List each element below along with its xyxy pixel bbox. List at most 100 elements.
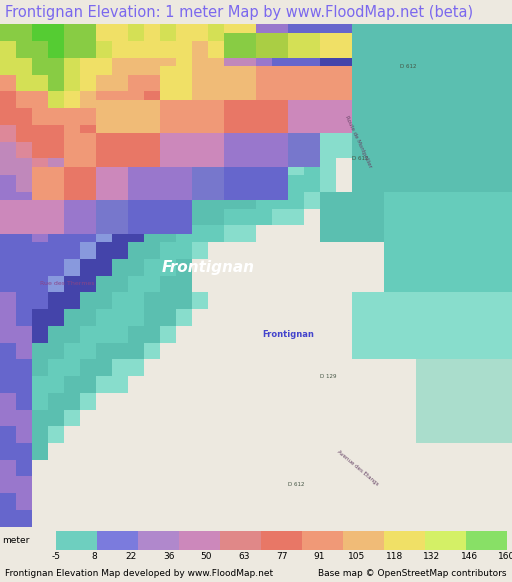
Bar [256,91,272,108]
Bar [336,41,352,58]
Bar [208,326,224,343]
Bar [336,141,352,158]
Bar [464,24,480,41]
Bar [448,108,464,125]
Bar [144,208,160,225]
Bar [480,125,496,141]
Bar [80,292,96,309]
Bar [400,141,416,158]
Bar [96,343,112,359]
Text: 63: 63 [238,552,250,561]
Bar [32,158,48,175]
Bar [208,276,224,292]
Bar [176,208,192,225]
Bar [192,58,208,74]
Bar [80,91,96,108]
Bar [128,292,144,309]
Bar [352,208,368,225]
Bar [32,175,48,192]
Bar [16,41,32,58]
Bar [432,393,448,410]
Bar [128,91,144,108]
Bar [112,175,128,192]
Bar [384,393,400,410]
Bar [288,66,320,100]
Text: D 612: D 612 [288,482,305,487]
Bar [240,41,256,58]
Bar [416,192,432,208]
Bar [160,493,176,510]
Bar [160,108,176,125]
Bar [96,292,112,309]
Bar [496,175,512,192]
Bar [288,125,304,141]
Bar [384,141,400,158]
Bar [0,493,16,510]
Bar [112,192,128,208]
Bar [320,192,336,208]
Bar [448,175,464,192]
Bar [144,393,160,410]
Bar [480,410,496,426]
Bar [464,376,480,393]
Bar [336,74,352,91]
Bar [64,477,80,493]
Bar [224,41,240,58]
Bar [448,359,464,376]
Bar [192,66,224,100]
Bar [400,108,416,125]
Bar [112,91,128,108]
Bar [400,125,416,141]
Bar [336,493,352,510]
Bar [256,175,272,192]
Bar [336,58,352,74]
Bar [64,359,80,376]
Bar [400,326,416,343]
Bar [432,41,448,58]
Bar [320,242,336,259]
Bar [432,74,448,91]
Bar [112,74,128,91]
Bar [0,125,16,141]
Bar [416,376,432,393]
Bar [320,276,336,292]
Bar [176,41,192,58]
Bar [64,108,80,125]
Bar [64,276,80,292]
Bar [128,175,144,192]
Bar [496,393,512,410]
Bar [400,24,416,41]
Bar [112,410,128,426]
Bar [192,393,208,410]
Bar [240,359,256,376]
Bar [144,108,160,125]
Bar [240,108,256,125]
Bar [384,410,400,426]
Bar [192,292,208,309]
Bar [480,74,496,91]
Bar [144,141,160,158]
Bar [400,225,416,242]
Text: 160: 160 [498,552,512,561]
Bar [176,108,192,125]
Bar [352,376,368,393]
Bar [0,141,16,158]
Bar [16,24,32,41]
Bar [432,326,448,343]
Bar [16,276,32,292]
Bar [368,359,384,376]
Bar [261,531,302,550]
Bar [80,410,96,426]
Bar [240,58,256,74]
Bar [176,58,192,74]
Bar [96,58,112,74]
Bar [80,192,96,208]
Bar [176,292,192,309]
Bar [400,74,416,91]
Bar [400,175,416,192]
Bar [192,100,224,133]
Bar [208,158,224,175]
Bar [288,443,304,460]
Bar [48,276,64,292]
Bar [496,376,512,393]
